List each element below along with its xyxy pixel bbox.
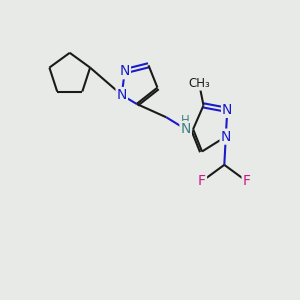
Text: N: N — [222, 103, 232, 117]
Text: CH₃: CH₃ — [188, 76, 210, 90]
Text: H: H — [181, 114, 190, 128]
Text: F: F — [243, 174, 250, 188]
Text: N: N — [181, 122, 191, 136]
Text: N: N — [119, 64, 130, 78]
Text: F: F — [198, 174, 206, 188]
Text: N: N — [220, 130, 231, 144]
Text: N: N — [117, 88, 127, 102]
